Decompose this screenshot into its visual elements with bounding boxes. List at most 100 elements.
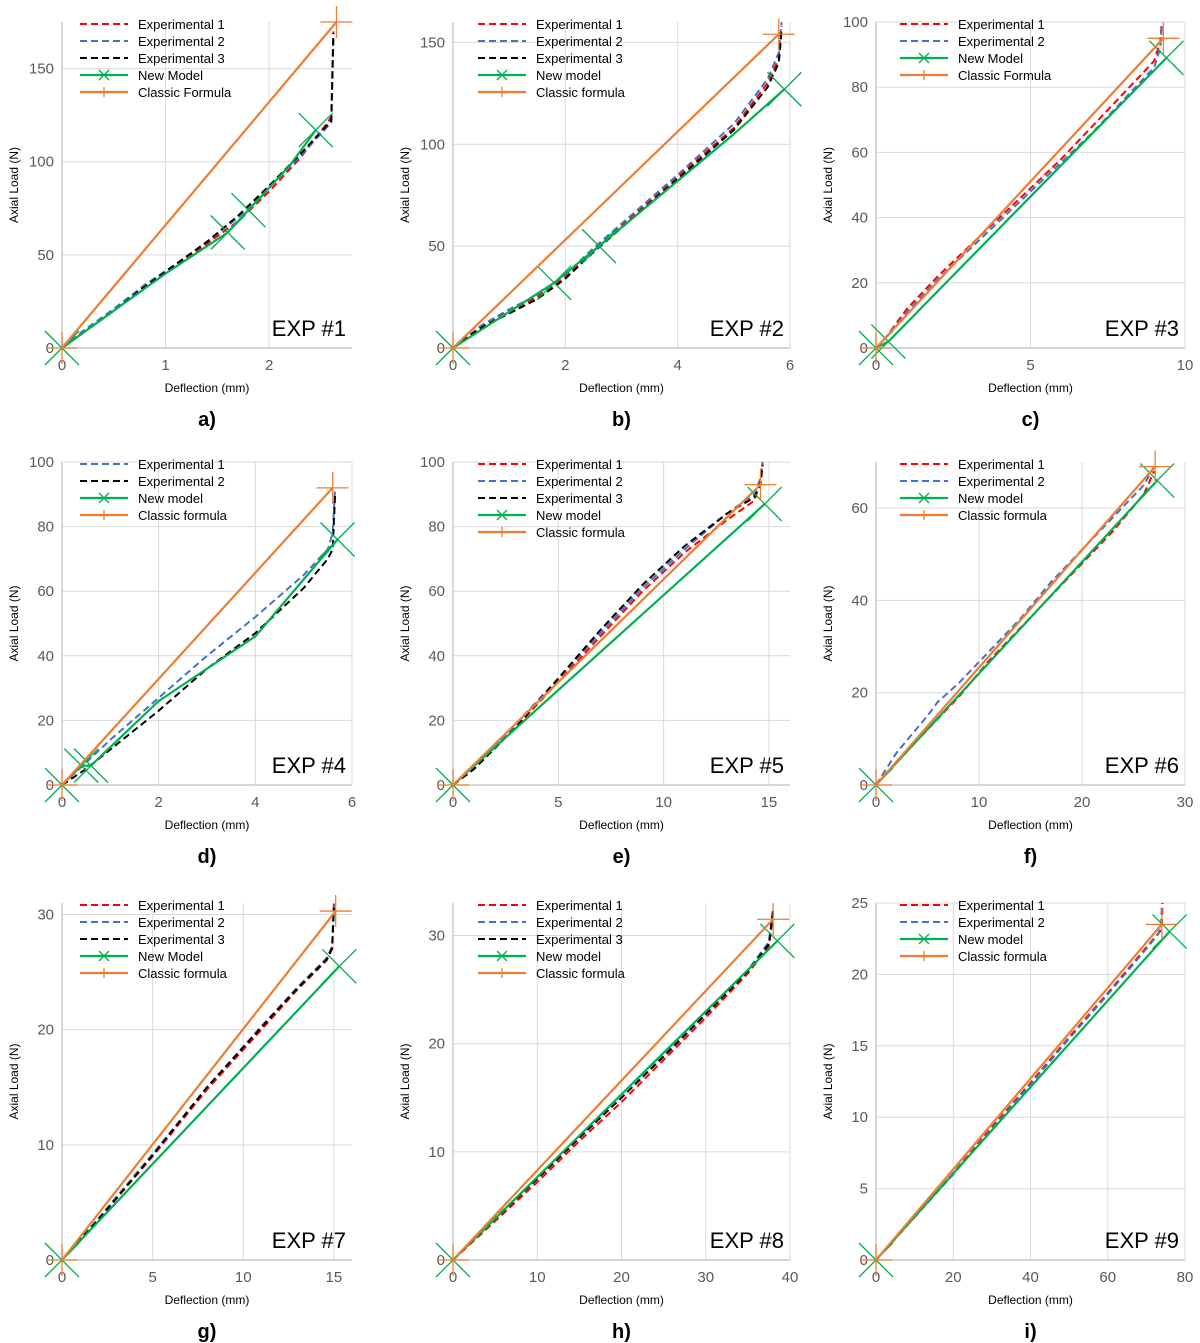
x-tick-label: 5 xyxy=(148,1269,156,1286)
y-tick-label: 20 xyxy=(851,275,868,292)
y-tick-label: 30 xyxy=(428,927,445,944)
experiment-title: EXP #7 xyxy=(272,1228,346,1253)
legend-entry: Experimental 3 xyxy=(536,932,623,947)
new-model-marker xyxy=(73,748,109,784)
x-axis-label: Deflection (mm) xyxy=(165,1293,250,1307)
series-line-classic-formula xyxy=(452,33,780,349)
legend-entry: Experimental 2 xyxy=(958,34,1045,49)
panel-label: d) xyxy=(198,846,217,868)
legend-entry: Experimental 3 xyxy=(536,51,623,66)
y-tick-label: 40 xyxy=(851,210,868,227)
classic-formula-marker xyxy=(860,769,892,801)
series-line-experimental-2 xyxy=(875,902,1163,1261)
y-tick-label: 150 xyxy=(29,61,54,78)
new-model-marker xyxy=(581,228,617,264)
y-tick-label: 20 xyxy=(851,685,868,702)
y-tick-label: 15 xyxy=(851,1038,868,1055)
y-axis-label: Axial Load (N) xyxy=(821,585,835,661)
y-tick-label: 40 xyxy=(37,648,54,665)
classic-formula-marker xyxy=(46,332,78,364)
legend-entry: New model xyxy=(958,491,1023,506)
legend-entry: Classic formula xyxy=(138,966,228,981)
legend-entry: New model xyxy=(536,508,601,523)
experiment-title: EXP #8 xyxy=(710,1228,784,1253)
legend-entry: Classic formula xyxy=(958,508,1048,523)
y-tick-label: 80 xyxy=(851,79,868,96)
panel-label: e) xyxy=(613,846,631,868)
legend-entry: Classic formula xyxy=(536,85,626,100)
new-model-marker xyxy=(766,71,802,107)
legend-entry: New Model xyxy=(958,51,1023,66)
new-model-marker xyxy=(870,324,906,359)
series-line-classic-formula xyxy=(452,483,762,786)
y-tick-label: 25 xyxy=(851,895,868,912)
legend-entry: Experimental 3 xyxy=(138,51,225,66)
x-tick-label: 15 xyxy=(326,1269,343,1286)
y-tick-label: 20 xyxy=(37,1022,54,1039)
classic-formula-marker xyxy=(757,903,790,936)
series-line-experimental-1 xyxy=(61,487,337,786)
legend-model-marker xyxy=(98,69,110,81)
x-tick-label: 20 xyxy=(945,1269,962,1286)
classic-formula-marker xyxy=(1145,908,1178,941)
experiment-title: EXP #3 xyxy=(1105,316,1179,341)
new-model-marker xyxy=(536,265,572,301)
y-axis-label: Axial Load (N) xyxy=(398,1043,412,1119)
x-tick-label: 0 xyxy=(449,1269,457,1286)
classic-formula-marker xyxy=(1147,22,1180,55)
x-tick-label: 60 xyxy=(1099,1269,1116,1286)
series-line-experimental-3 xyxy=(61,907,335,1261)
x-tick-label: 0 xyxy=(872,794,880,811)
series-line-new-model xyxy=(452,503,766,786)
y-axis-label: Axial Load (N) xyxy=(821,1043,835,1119)
new-model-marker xyxy=(1152,914,1188,950)
legend-entry: Experimental 2 xyxy=(958,915,1045,930)
legend-entry: Experimental 2 xyxy=(138,915,225,930)
x-tick-label: 40 xyxy=(782,1269,799,1286)
legend-entry: Experimental 2 xyxy=(536,474,623,489)
new-model-marker xyxy=(230,192,266,228)
y-axis-label: Axial Load (N) xyxy=(398,147,412,223)
legend-entry: Classic Formula xyxy=(958,68,1052,83)
y-tick-label: 100 xyxy=(843,14,868,31)
legend-model-marker xyxy=(918,492,930,504)
x-axis-label: Deflection (mm) xyxy=(988,818,1073,832)
series-line-experimental-3 xyxy=(452,910,775,1261)
series-line-new-model xyxy=(875,57,1168,349)
legend-entry: Experimental 1 xyxy=(536,17,623,32)
series-line-classic-formula xyxy=(61,487,334,786)
panel-label: h) xyxy=(612,1321,631,1343)
classic-formula-marker xyxy=(320,6,353,38)
series-line-new-model xyxy=(452,940,779,1261)
panel-label: i) xyxy=(1024,1321,1036,1343)
series-line-new-model xyxy=(61,538,339,786)
x-tick-label: 0 xyxy=(872,357,880,374)
panel-label: f) xyxy=(1024,846,1037,868)
x-tick-label: 5 xyxy=(554,794,562,811)
classic-formula-marker xyxy=(437,1244,469,1276)
legend-entry: Experimental 1 xyxy=(138,17,225,32)
y-axis-label: Axial Load (N) xyxy=(821,147,835,223)
y-tick-label: 150 xyxy=(420,34,445,51)
x-tick-label: 20 xyxy=(613,1269,630,1286)
series-line-experimental-2 xyxy=(875,25,1163,349)
x-tick-label: 0 xyxy=(58,1269,66,1286)
y-tick-label: 10 xyxy=(851,1109,868,1126)
classic-formula-marker xyxy=(319,895,352,928)
x-axis-label: Deflection (mm) xyxy=(579,381,664,395)
new-model-marker xyxy=(1139,462,1175,498)
x-tick-label: 10 xyxy=(655,794,672,811)
new-model-marker xyxy=(759,923,795,959)
y-axis-label: Axial Load (N) xyxy=(7,147,21,223)
legend-model-marker xyxy=(98,492,110,504)
y-tick-label: 40 xyxy=(851,592,868,609)
y-tick-label: 10 xyxy=(37,1137,54,1154)
experiment-title: EXP #9 xyxy=(1105,1228,1179,1253)
x-tick-label: 10 xyxy=(971,794,988,811)
